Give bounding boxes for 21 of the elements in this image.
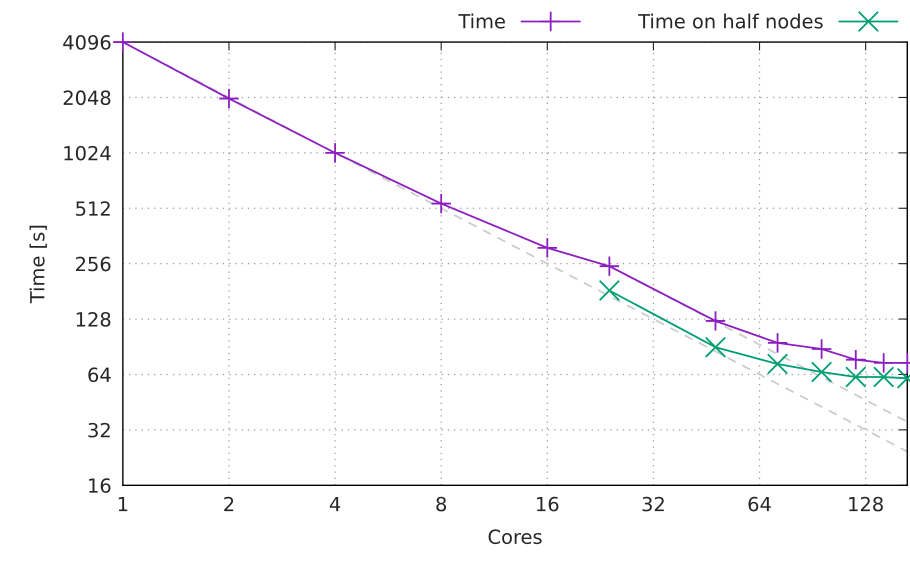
y-tick-label: 128 (76, 312, 110, 327)
y-tick-label: 4096 (63, 35, 111, 50)
y-tick-label: 256 (76, 256, 111, 272)
x-tick-label: 64 (748, 496, 771, 512)
y-axis-title: Time [s] (30, 226, 47, 304)
y-tick-label: 2048 (64, 90, 110, 106)
y-tick-label: 64 (88, 367, 111, 382)
y-tick-label: 32 (88, 422, 110, 438)
x-tick-label: 16 (537, 496, 558, 512)
x-tick-label: 8 (436, 496, 446, 512)
legend-label: Time on half nodes (638, 14, 823, 29)
x-tick-label: 32 (642, 496, 664, 512)
x-tick-label: 4 (330, 496, 340, 512)
x-axis-title: Cores (488, 529, 542, 544)
x-tick-label: 128 (849, 496, 883, 512)
y-tick-label: 512 (76, 201, 110, 216)
y-tick-label: 16 (89, 478, 111, 493)
y-tick-label: 1024 (64, 146, 111, 161)
x-tick-label: 2 (224, 496, 234, 512)
x-tick-label: 1 (118, 496, 128, 512)
legend-label: Time (458, 14, 505, 29)
